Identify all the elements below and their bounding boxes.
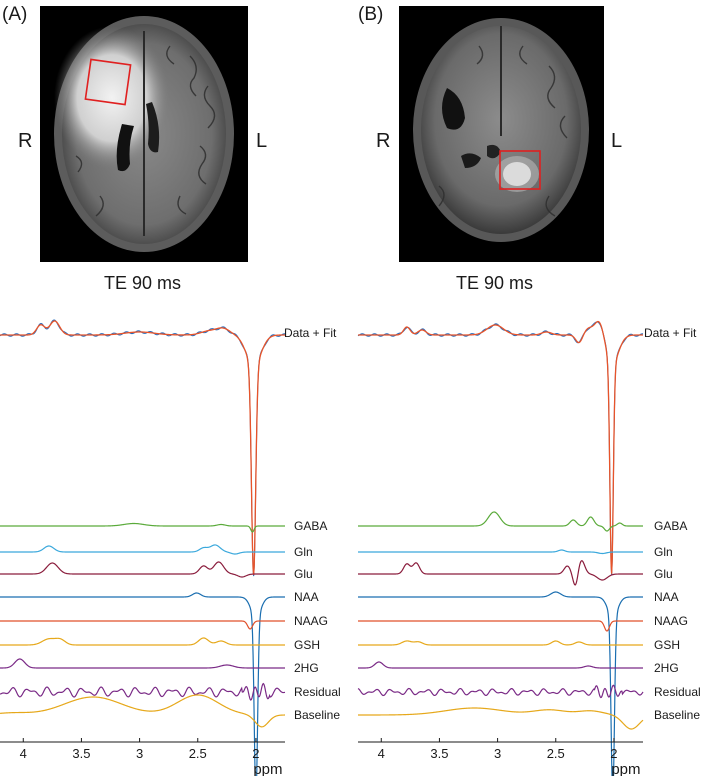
panel-a-te-label: TE 90 ms [104, 273, 182, 293]
row-label-baseline: Baseline [654, 708, 700, 722]
x-tick-label: 2 [610, 746, 617, 761]
row-label-data-fit: Data + Fit [284, 326, 337, 340]
data-trace [0, 319, 286, 577]
row-label-data-fit: Data + Fit [644, 326, 697, 340]
fit-trace [0, 320, 286, 575]
x-tick-label: 2 [252, 746, 259, 761]
row-label-naa: NAA [654, 590, 679, 604]
row-label-residual: Residual [654, 685, 701, 699]
trace-residual [0, 682, 286, 701]
trace-gaba [358, 511, 643, 532]
panel-b-mri-image [399, 6, 604, 262]
panel-a-right-hemisphere-label: R [18, 130, 33, 152]
row-label-gaba: GABA [654, 519, 687, 533]
trace-glu [358, 560, 643, 586]
x-tick-label: 3 [494, 746, 501, 761]
trace-gln [0, 544, 285, 555]
trace-residual [357, 684, 644, 699]
row-label-naag: NAAG [294, 614, 328, 628]
trace-baseline [358, 707, 644, 730]
trace-naag [0, 620, 285, 630]
x-tick-label: 3.5 [72, 746, 90, 761]
row-label-residual: Residual [294, 685, 341, 699]
fit-trace [358, 320, 643, 574]
panel-b-te-label: TE 90 ms [456, 273, 534, 293]
row-label-gsh: GSH [654, 638, 680, 652]
data-trace [357, 321, 644, 575]
row-label-gln: Gln [294, 545, 313, 559]
panel-a-row-labels: Data + Fit GABA Gln Glu NAA NAAG GSH 2HG Residua… [284, 326, 341, 722]
x-tick-label: 2.5 [189, 746, 207, 761]
panel-b-left-hemisphere-label: L [611, 130, 623, 152]
trace-baseline [0, 694, 286, 728]
trace-naag [358, 620, 643, 632]
x-tick-label: 4 [20, 746, 27, 761]
x-axis-unit-label: ppm [611, 761, 640, 776]
row-label-2hg: 2HG [654, 661, 679, 675]
x-tick-label: 3 [136, 746, 143, 761]
panel-a-roi-box [84, 58, 132, 106]
trace-glu [0, 561, 285, 578]
trace-gsh [0, 637, 285, 646]
panel-a-spectrum-traces [0, 319, 286, 776]
panel-b-roi-box [499, 150, 541, 190]
trace-gsh [358, 640, 643, 646]
x-tick-label: 4 [378, 746, 385, 761]
row-label-gsh: GSH [294, 638, 320, 652]
x-axis-unit-label: ppm [253, 761, 282, 776]
panel-a-mri-image [40, 6, 248, 262]
row-label-naa: NAA [294, 590, 319, 604]
panel-a-spectrum-chart: Data + Fit GABA Gln Glu NAA NAAG GSH 2HG Residua… [0, 319, 341, 776]
panel-b-spectrum-traces [357, 320, 644, 776]
panel-a-left-hemisphere-label: L [256, 130, 268, 152]
panel-b-right-hemisphere-label: R [376, 130, 391, 152]
trace-2hg [0, 658, 285, 669]
row-label-gaba: GABA [294, 519, 327, 533]
row-label-baseline: Baseline [294, 708, 340, 722]
trace-2hg [358, 661, 643, 669]
x-tick-label: 3.5 [430, 746, 448, 761]
x-tick-label: 2.5 [547, 746, 565, 761]
trace-naa [0, 592, 285, 776]
row-label-naag: NAAG [654, 614, 688, 628]
row-label-gln: Gln [654, 545, 673, 559]
trace-gln [358, 549, 643, 555]
panel-b-row-labels: Data + Fit GABA Gln Glu NAA NAAG GSH 2HG Residua… [644, 326, 701, 722]
row-label-glu: Glu [654, 567, 673, 581]
panel-a-label: (A) [2, 4, 28, 25]
row-label-glu: Glu [294, 567, 313, 581]
row-label-2hg: 2HG [294, 661, 319, 675]
trace-naa [358, 591, 643, 776]
panel-b-spectrum-chart: Data + Fit GABA Gln Glu NAA NAAG GSH 2HG Residua… [357, 320, 701, 776]
trace-gaba [0, 522, 285, 533]
panel-b-label: (B) [358, 4, 384, 25]
